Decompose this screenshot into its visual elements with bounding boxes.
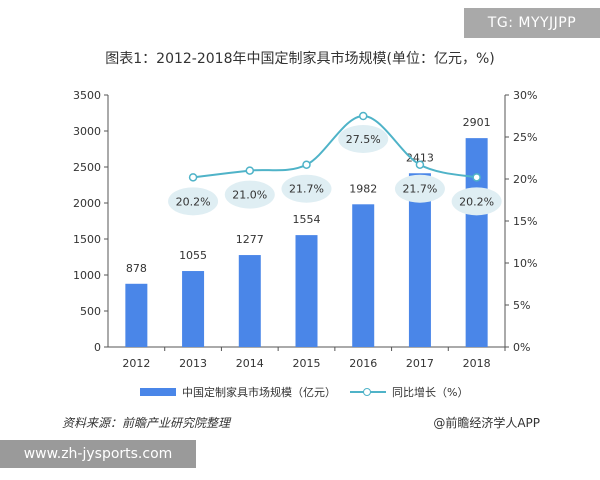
- y-left-tick-label: 500: [80, 305, 101, 318]
- y-right-tick-label: 25%: [513, 131, 537, 144]
- growth-point: [472, 173, 481, 182]
- x-tick-label: 2012: [122, 357, 150, 370]
- growth-bubble: [394, 174, 445, 203]
- bar: [182, 271, 205, 347]
- growth-value-label: 20.2%: [459, 195, 494, 208]
- growth-bubble: [224, 180, 275, 209]
- bar-value-label: 2901: [463, 116, 491, 129]
- bar-value-label: 1554: [293, 213, 321, 226]
- y-right-tick-label: 10%: [513, 257, 537, 270]
- y-left-tick-label: 0: [94, 341, 101, 354]
- bar: [125, 283, 148, 347]
- bar: [352, 204, 375, 347]
- tg-badge: TG: MYYJJPP: [464, 8, 600, 38]
- bar: [408, 173, 431, 347]
- y-left-tick-label: 2500: [73, 161, 101, 174]
- legend-item-market-size: 中国定制家具市场规模（亿元）: [140, 384, 336, 400]
- growth-point: [188, 173, 198, 182]
- x-tick-label: 2014: [236, 357, 264, 370]
- bar: [238, 255, 261, 347]
- x-tick-label: 2018: [463, 357, 491, 370]
- growth-point: [245, 166, 255, 175]
- bar-value-label: 1055: [179, 249, 207, 262]
- y-right-tick-label: 0%: [513, 341, 530, 354]
- legend-bar-swatch: [140, 388, 176, 396]
- y-right-tick-label: 30%: [513, 89, 537, 102]
- y-left-tick-label: 1000: [73, 269, 101, 282]
- x-tick-label: 2015: [293, 357, 321, 370]
- bar-value-label: 1982: [349, 182, 377, 195]
- y-right-tick-label: 15%: [513, 215, 537, 228]
- bar: [295, 235, 318, 347]
- url-badge: www.zh-jysports.com: [0, 440, 196, 468]
- chart-title: 图表1：2012-2018年中国定制家具市场规模(单位：亿元，%): [105, 51, 495, 67]
- growth-value-label: 21.7%: [289, 183, 324, 196]
- legend-line-swatch: [350, 388, 386, 396]
- x-tick-label: 2013: [179, 357, 207, 370]
- growth-line: [192, 114, 477, 179]
- x-tick-label: 2017: [406, 357, 434, 370]
- y-right-tick-label: 5%: [513, 299, 530, 312]
- source-note: 资料来源：前瞻产业研究院整理: [62, 416, 231, 430]
- legend-label-market-size: 中国定制家具市场规模（亿元）: [182, 386, 336, 399]
- legend-label-growth: 同比增长（%）: [392, 386, 469, 399]
- growth-value-label: 20.2%: [176, 195, 211, 208]
- growth-bubble: [168, 187, 219, 216]
- y-left-tick-label: 2000: [73, 197, 101, 210]
- y-left-tick-label: 3000: [73, 125, 101, 138]
- bar-value-label: 2413: [406, 151, 434, 164]
- growth-bubble: [451, 187, 502, 216]
- growth-point: [302, 160, 311, 169]
- credit-text: @前瞻经济学人APP: [433, 416, 540, 430]
- growth-bubble: [281, 174, 332, 203]
- growth-bubble: [338, 125, 389, 153]
- y-left-tick-label: 1500: [73, 233, 101, 246]
- growth-point: [415, 160, 425, 169]
- x-tick-label: 2016: [349, 357, 377, 370]
- bar: [465, 138, 488, 347]
- growth-value-label: 27.5%: [346, 133, 381, 146]
- growth-value-label: 21.0%: [232, 189, 267, 202]
- bar-value-label: 878: [126, 262, 147, 275]
- growth-point: [358, 111, 368, 121]
- y-left-tick-label: 3500: [73, 89, 101, 102]
- chart-canvas: 0 500 1000 1500 2000 2500 3000 3500 0% 5% 10% 15% 20…: [73, 89, 537, 370]
- bar-value-label: 1277: [236, 233, 264, 246]
- legend-item-growth: 同比增长（%）: [350, 384, 468, 400]
- y-right-tick-label: 20%: [513, 173, 537, 186]
- growth-value-label: 21.7%: [402, 183, 437, 196]
